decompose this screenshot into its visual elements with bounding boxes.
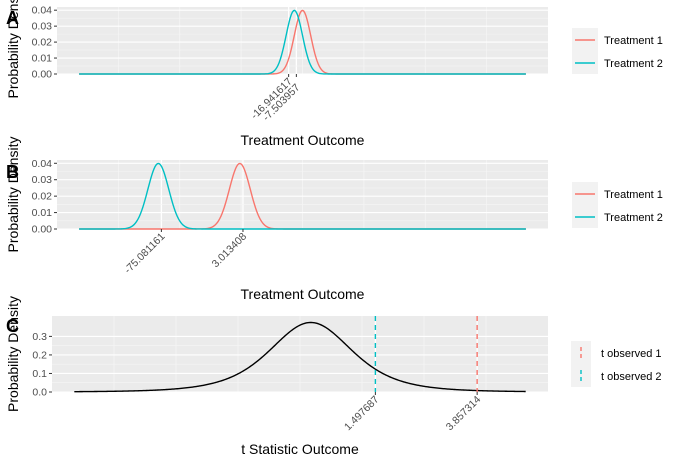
x-tick-label: 3.013408 (210, 231, 250, 271)
x-tick-label: 1.497687 (342, 394, 382, 434)
x-axis-title: Treatment Outcome (241, 132, 365, 148)
x-tick-label: 3.857314 (444, 394, 484, 434)
legend-key-background (571, 341, 591, 387)
y-tick-label: 0.04 (32, 5, 53, 17)
legend-label: t observed 2 (601, 371, 662, 383)
y-tick-label: 0.3 (32, 331, 47, 343)
y-axis-title: Probability Density (5, 296, 21, 412)
y-tick-label: 0.00 (32, 69, 53, 81)
y-tick-label: 0.1 (32, 368, 47, 380)
legend-label: Treatment 2 (604, 212, 663, 224)
panel-tag: B (6, 162, 19, 182)
legend-label: Treatment 1 (604, 35, 663, 47)
legend-label: Treatment 1 (604, 189, 663, 201)
panel-tag: C (6, 316, 19, 336)
y-tick-label: 0.03 (32, 21, 53, 33)
panel-tag: A (6, 8, 19, 28)
y-tick-label: 0.01 (32, 207, 53, 219)
y-tick-label: 0.02 (32, 37, 53, 49)
series-line-treatment-2 (79, 162, 526, 230)
y-axis-title: Probability Density (5, 0, 21, 98)
y-tick-label: 0.0 (32, 387, 47, 399)
y-tick-label: 0.04 (32, 158, 53, 170)
y-tick-label: 0.02 (32, 191, 53, 203)
x-axis-title: Treatment Outcome (241, 286, 365, 302)
legend-key-background (572, 182, 598, 228)
legend-label: Treatment 2 (604, 58, 663, 70)
y-axis-title: Probability Density (5, 137, 21, 253)
y-tick-label: 0.2 (32, 349, 47, 361)
y-tick-label: 0.01 (32, 53, 53, 65)
x-axis-title: t Statistic Outcome (241, 441, 359, 457)
y-tick-label: 0.00 (32, 224, 53, 236)
density-curve (74, 321, 526, 393)
legend-key-background (572, 28, 598, 74)
series-line-treatment-2 (79, 9, 526, 75)
legend-label: t observed 1 (601, 348, 662, 360)
y-tick-label: 0.03 (32, 174, 53, 186)
x-tick-label: -75.081161 (122, 231, 168, 277)
